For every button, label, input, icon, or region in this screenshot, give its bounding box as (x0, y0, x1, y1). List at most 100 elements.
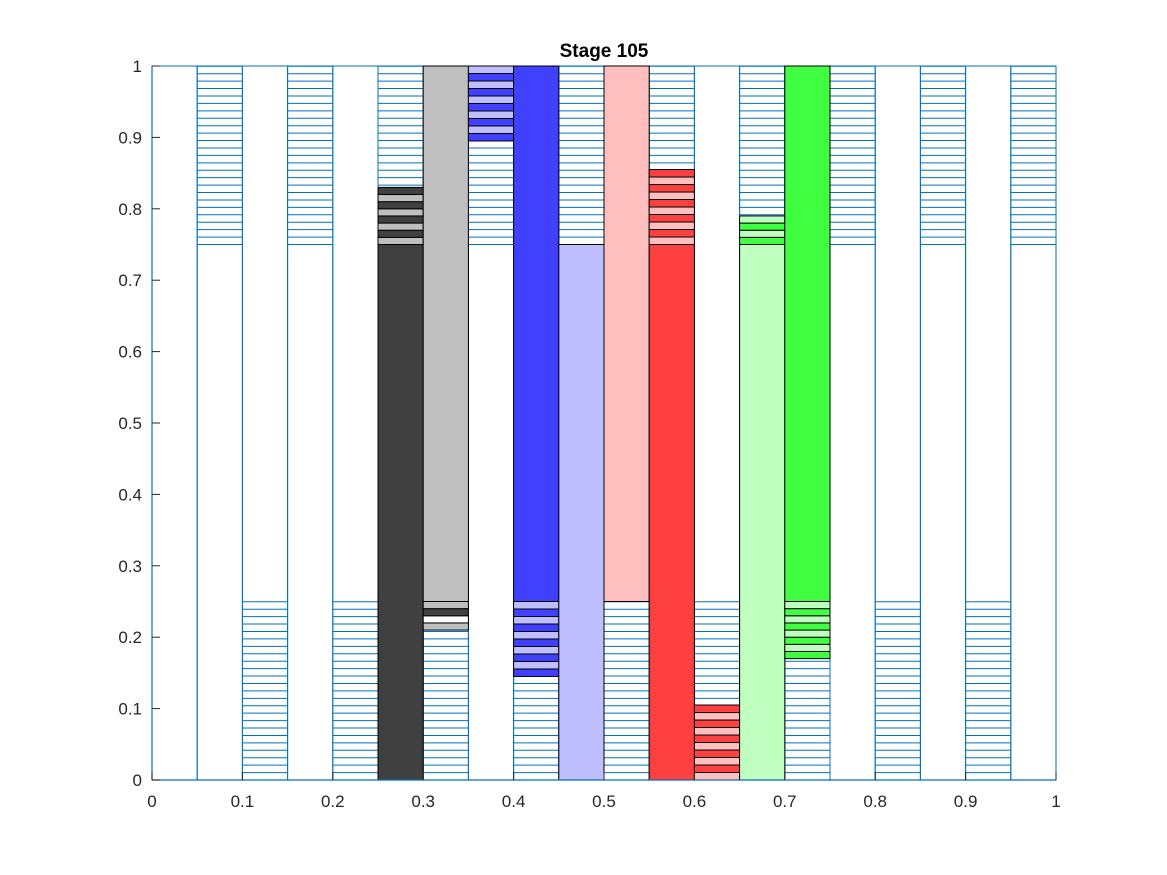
bar-stripe (693, 742, 741, 751)
bar-segment (603, 65, 650, 602)
column-outline (693, 65, 741, 781)
column-frame (693, 65, 741, 781)
bar-stripe (784, 615, 831, 624)
bar-stripe (467, 132, 515, 142)
bar-stripe (693, 734, 741, 744)
y-tick-label: 0.1 (118, 700, 142, 719)
x-tick-label: 0.2 (321, 792, 345, 811)
bar-stripe (422, 615, 469, 624)
y-axis: 0 0.1 0.2 0.3 0.4 0.5 0.6 0.7 0.8 0.9 1 (118, 57, 160, 790)
bar-stripe (377, 194, 424, 203)
column-frame (919, 65, 967, 781)
bar-segment (648, 244, 695, 781)
bar-stripe (784, 622, 831, 631)
column-outline (332, 65, 379, 781)
bar-stripe (513, 615, 560, 625)
y-tick-label: 0.4 (118, 485, 142, 504)
y-tick-label: 0.7 (118, 271, 142, 290)
y-tick-label: 0.9 (118, 128, 142, 147)
bar-stripe (513, 645, 560, 655)
y-tick-label: 1 (133, 57, 142, 76)
x-tick-label: 0.6 (683, 792, 707, 811)
bar-stripe (377, 222, 424, 231)
chart-title: Stage 105 (560, 41, 649, 62)
y-tick-label: 0.6 (118, 343, 142, 362)
bar-stripe (739, 229, 786, 238)
bar-segment (784, 65, 831, 602)
bar-stripe (693, 764, 741, 774)
column-outline (829, 65, 876, 781)
column-outline (965, 65, 1012, 781)
bar-stripe (377, 201, 424, 210)
bar-stripe (467, 65, 515, 74)
bar-stripe (513, 660, 560, 670)
bar-stripe (513, 653, 560, 662)
bar-stripe (739, 222, 786, 231)
bar-stripe (693, 712, 741, 721)
bar-stripe (648, 214, 695, 223)
x-axis: 0 0.1 0.2 0.3 0.4 0.5 0.6 0.7 0.8 0.9 1 (147, 772, 1061, 811)
bar-stripe (377, 186, 424, 196)
bar-stripe (513, 630, 560, 640)
y-tick-label: 0.5 (118, 414, 142, 433)
bar-segment (422, 65, 469, 602)
x-tick-label: 0 (147, 792, 156, 811)
bar-stripe (377, 215, 424, 224)
bar-stripe (422, 601, 469, 610)
bar-stripe (513, 601, 560, 610)
bar-stripe (648, 206, 695, 216)
bar-segment (377, 244, 424, 781)
bar-stripe (693, 772, 741, 781)
bar-stripe (648, 221, 695, 231)
bar-stripe (648, 199, 695, 208)
bar-stripe (467, 80, 515, 89)
bar-stripe (648, 191, 695, 201)
column-frame (1010, 65, 1057, 781)
column-frame (287, 65, 334, 781)
bar-stripe (467, 125, 515, 134)
bar-stripe (422, 608, 469, 617)
column-outline (196, 65, 243, 781)
bar-stripe (513, 608, 560, 617)
bar-stripe (377, 208, 424, 217)
bar-stripe (693, 704, 741, 714)
bar-stripe (648, 176, 695, 186)
y-tick-label: 0.8 (118, 200, 142, 219)
y-tick-label: 0.3 (118, 557, 142, 576)
bar-stripe (513, 668, 560, 677)
bar-stripe (739, 215, 786, 224)
x-tick-label: 0.1 (231, 792, 255, 811)
bar-stripe (784, 608, 831, 617)
bar-stripe (693, 749, 741, 759)
bar-stripe (784, 636, 831, 645)
column-outline (874, 65, 921, 781)
column-outline (919, 65, 967, 781)
bar-stripe (648, 236, 695, 246)
bar-stripe (513, 623, 560, 632)
column-outline (467, 65, 515, 781)
bar-stripe (377, 229, 424, 238)
bar-stripe (467, 87, 515, 97)
x-tick-label: 0.9 (954, 792, 978, 811)
bar-stripe (467, 117, 515, 127)
bar-stripe (739, 236, 786, 246)
column-frame (965, 65, 1012, 781)
bar-stripe (377, 236, 424, 246)
column-frame (196, 65, 243, 781)
bar-stripe (648, 229, 695, 238)
bar-stripe (648, 184, 695, 193)
bar-segment (513, 65, 560, 602)
x-tick-label: 0.3 (411, 792, 435, 811)
column-frame (332, 65, 379, 781)
x-tick-label: 0.8 (863, 792, 887, 811)
bar-segment (739, 244, 786, 781)
column-outline (287, 65, 334, 781)
bar-stripe (693, 719, 741, 729)
bar-stripe (784, 629, 831, 638)
bar-stripe (467, 102, 515, 112)
column-frame (874, 65, 921, 781)
bar-stripe (784, 601, 831, 610)
bar-stripe (784, 650, 831, 660)
x-tick-label: 0.4 (502, 792, 526, 811)
